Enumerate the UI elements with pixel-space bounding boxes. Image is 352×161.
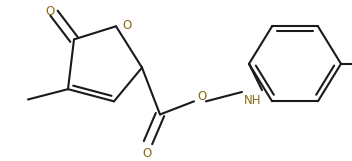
Text: O: O: [142, 147, 152, 160]
Text: O: O: [197, 90, 206, 103]
Text: NH: NH: [244, 94, 262, 107]
Text: O: O: [122, 19, 131, 32]
Text: O: O: [45, 5, 55, 18]
